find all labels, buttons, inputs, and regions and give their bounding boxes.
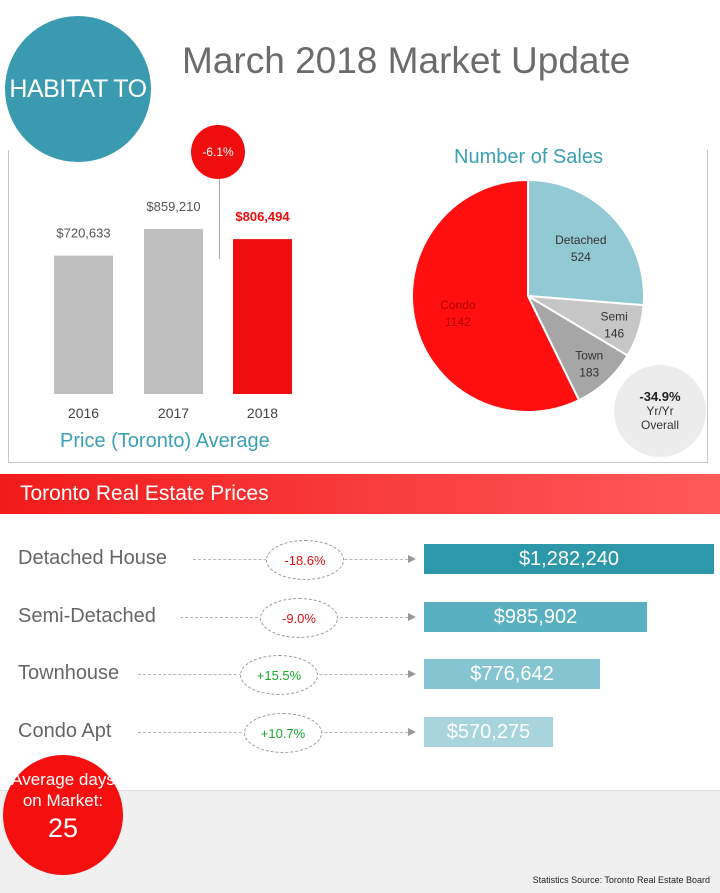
price-bar-2017 [144,229,203,394]
pie-slice-label: Condo [440,298,476,312]
yoy-change-sublabel: Overall [640,418,679,432]
arrow-head-icon [408,555,416,563]
yoy-change-value: -34.9% [639,389,681,404]
days-on-market-label: Average days on Market: [11,770,115,810]
change-connector-line [219,179,220,259]
pie-slice-label: Town [575,349,603,363]
price-change-pill: +10.7% [244,713,322,753]
price-bar-value-label: $720,633 [56,226,110,241]
price-bar-2018 [233,239,292,394]
price-change-pill: -18.6% [266,540,344,580]
property-type-label: Condo Apt [18,720,112,742]
arrow-head-icon [408,670,416,678]
price-bar-year-label: 2017 [158,405,189,421]
price-bar-chart: $720,633 2016 $859,210 2017 $806,494 2018 [54,199,292,421]
property-type-label: Townhouse [18,662,120,684]
yoy-change-badge: -34.9% Yr/Yr Overall [614,365,706,457]
price-change-pill: -9.0% [260,598,338,638]
sales-chart-title: Number of Sales [454,146,603,168]
pie-slice-detached [527,178,645,307]
section-title: Toronto Real Estate Prices [20,482,269,505]
pie-slice-value: 1142 [445,315,471,329]
pie-slice-label: Detached [555,233,606,247]
source-note: Statistics Source: Toronto Real Estate B… [532,875,710,885]
pie-slice-value: 183 [579,366,599,380]
days-on-market-badge: Average days on Market: 25 [3,755,123,875]
top-panel [8,150,708,463]
price-change-pill: +15.5% [240,655,318,695]
price-bar: $985,902 [424,602,647,632]
property-type-label: Semi-Detached [18,605,156,627]
logo: HABITAT TO [5,16,151,162]
pie-slice-condo [411,178,581,413]
arrow-head-icon [408,728,416,736]
section-band [0,474,720,514]
pie-slice-value: 524 [571,250,591,264]
price-bar: $1,282,240 [424,544,714,574]
price-bar-2016 [54,255,113,394]
page-title: March 2018 Market Update [182,40,631,81]
property-type-label: Detached House [18,547,167,569]
price-bar-year-label: 2016 [68,405,99,421]
price-chart-caption: Price (Toronto) Average [60,430,270,452]
price-bar: $776,642 [424,659,600,689]
pie-slice-label: Semi [601,310,628,324]
yoy-change-label: Yr/Yr [646,404,674,418]
pie-slice-value: 146 [604,327,624,341]
price-bar-value-label: $859,210 [146,199,200,214]
days-on-market-value: 25 [47,813,79,843]
price-bar: $570,275 [424,717,553,747]
price-change-bubble: -6.1% [191,125,245,179]
arrow-head-icon [408,613,416,621]
price-bar-value-label: $806,494 [235,209,290,224]
price-bar-year-label: 2018 [247,405,278,421]
